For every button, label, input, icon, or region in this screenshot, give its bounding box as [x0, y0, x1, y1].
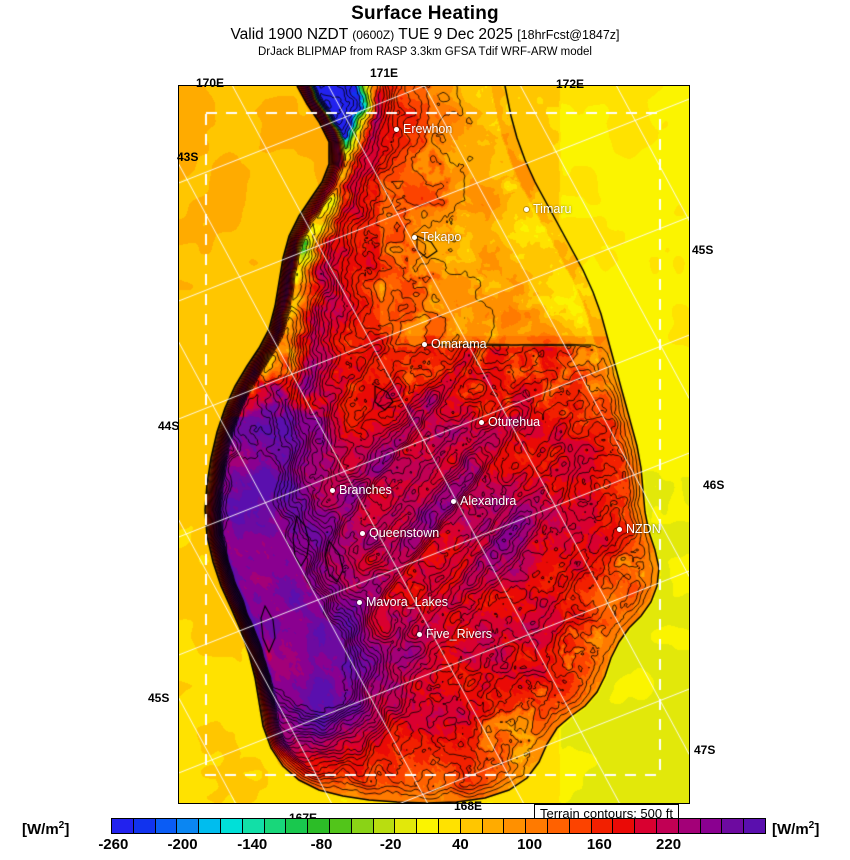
colorbar-unit-right: [W/m2] — [772, 820, 820, 838]
colorbar-swatch — [700, 819, 723, 833]
colorbar-swatch — [635, 819, 657, 833]
colorbar-area: [W/m2] -260 -200 -140 -80 -20 40 100 160 220 [W/… — [0, 816, 850, 860]
colorbar-tick: -200 — [167, 836, 198, 853]
colorbar-swatch — [678, 819, 701, 833]
map-plot-area[interactable]: Erewhon Timaru Tekapo Omarama Oturehua Branch… — [178, 85, 690, 804]
valid-time-utc: (0600Z) — [352, 28, 395, 42]
valid-time: Valid 1900 NZDT — [230, 26, 348, 43]
graticule-label-47s: 47S — [694, 743, 716, 757]
colorbar-swatch — [177, 819, 200, 833]
colorbar-tick: -260 — [98, 836, 129, 853]
page-title: Surface Heating — [351, 3, 499, 24]
colorbar-swatch — [547, 819, 570, 833]
colorbar-tick: 160 — [586, 836, 612, 853]
colorbar-swatch — [242, 819, 265, 833]
colorbar-unit-left: [W/m2] — [22, 820, 70, 838]
colorbar-swatch — [395, 819, 418, 833]
graticule-label-45s: 45S — [148, 691, 170, 705]
model-description: DrJack BLIPMAP from RASP 3.3km GFSA Tdif… — [257, 46, 592, 58]
colorbar-swatch — [744, 819, 765, 833]
colorbar-swatch — [591, 819, 614, 833]
colorbar-tick: 100 — [517, 836, 543, 853]
colorbar — [111, 818, 766, 834]
colorbar-swatch — [613, 819, 636, 833]
colorbar-swatch — [112, 819, 134, 833]
colorbar-swatch — [155, 819, 178, 833]
colorbar-swatch — [286, 819, 309, 833]
colorbar-tick-labels: -260 -200 -140 -80 -20 40 100 160 220 — [0, 836, 850, 858]
colorbar-swatch — [329, 819, 352, 833]
colorbar-swatch — [373, 819, 396, 833]
graticule-label-172e: 172E — [556, 77, 585, 91]
surface-heating-raster — [179, 86, 689, 803]
colorbar-tick: 220 — [656, 836, 682, 853]
colorbar-swatch — [656, 819, 679, 833]
graticule-label-43s: 43S — [177, 150, 199, 164]
colorbar-tick: -80 — [310, 836, 333, 853]
colorbar-swatch — [351, 819, 374, 833]
colorbar-swatch — [220, 819, 243, 833]
graticule-label-45s-right: 45S — [692, 243, 714, 257]
colorbar-swatch — [264, 819, 287, 833]
title-block: Surface Heating Valid 1900 NZDT (0600Z) … — [0, 0, 850, 60]
graticule-label-44s: 44S — [158, 419, 180, 433]
graticule-label-170e: 170E — [196, 76, 225, 90]
colorbar-swatch — [417, 819, 439, 833]
colorbar-swatch — [199, 819, 221, 833]
colorbar-swatch — [482, 819, 505, 833]
colorbar-tick: -20 — [379, 836, 402, 853]
graticule-label-168e: 168E — [454, 799, 483, 813]
graticule-label-46s: 46S — [703, 478, 725, 492]
colorbar-swatch — [133, 819, 156, 833]
colorbar-tick: 40 — [452, 836, 469, 853]
colorbar-tick: -140 — [237, 836, 268, 853]
colorbar-swatch — [526, 819, 548, 833]
colorbar-swatch — [722, 819, 745, 833]
colorbar-swatch — [504, 819, 527, 833]
colorbar-swatch — [438, 819, 461, 833]
valid-time-line: Valid 1900 NZDT (0600Z) TUE 9 Dec 2025 [… — [0, 25, 850, 45]
colorbar-swatch — [460, 819, 483, 833]
colorbar-swatch — [308, 819, 330, 833]
colorbar-swatch — [569, 819, 592, 833]
forecast-tag: [18hrFcst@1847z] — [517, 28, 620, 42]
valid-date: TUE 9 Dec 2025 — [398, 26, 513, 43]
graticule-label-171e: 171E — [370, 66, 399, 80]
